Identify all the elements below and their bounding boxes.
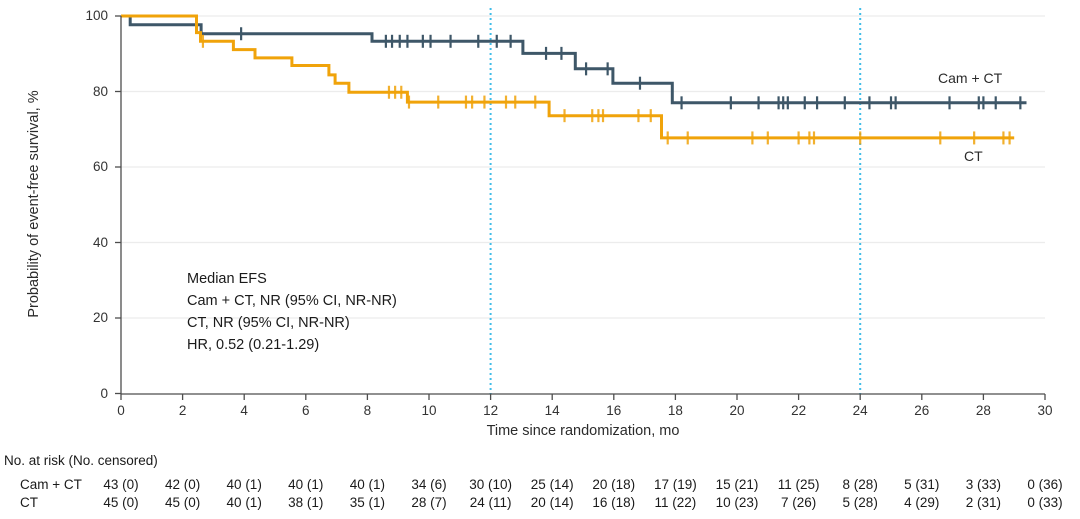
y-tick-label-0: 0: [100, 385, 108, 401]
risk-cell-ct-t22: 7 (26): [780, 495, 817, 510]
risk-cell-cam-ct-t28: 3 (33): [965, 477, 1002, 492]
x-tick-label-10: 10: [421, 403, 437, 418]
y-axis-title: Probability of event-free survival, %: [26, 90, 42, 318]
y-tick-label-100: 100: [85, 8, 108, 23]
risk-cell-ct-t30: 0 (33): [1027, 495, 1063, 510]
risk-cell-ct-t10: 28 (7): [411, 495, 447, 510]
risk-cell-cam-ct-t20: 15 (21): [715, 477, 759, 492]
series-line-cam-ct: [121, 14, 1027, 105]
x-tick-label-2: 2: [178, 403, 187, 418]
annotation-line-1: Median EFS: [187, 271, 267, 287]
y-tick-label-60: 60: [92, 159, 108, 174]
risk-cell-ct-t26: 4 (29): [904, 495, 940, 510]
annotation-line-2: Cam + CT, NR (95% CI, NR-NR): [187, 293, 397, 309]
x-tick-label-22: 22: [791, 403, 807, 418]
median-efs-annotation: Median EFS Cam + CT, NR (95% CI, NR-NR) …: [187, 268, 397, 356]
risk-cell-ct-t8: 35 (1): [349, 495, 386, 510]
x-tick-label-26: 26: [914, 403, 930, 418]
x-tick-label-20: 20: [729, 403, 745, 418]
risk-cell-cam-ct-t24: 8 (28): [842, 477, 878, 492]
x-tick-label-14: 14: [544, 403, 560, 418]
x-tick-label-0: 0: [117, 403, 125, 418]
risk-cell-ct-t20: 10 (23): [715, 495, 759, 510]
annotation-line-4: HR, 0.52 (0.21-1.29): [187, 337, 320, 353]
risk-table-header: No. at risk (No. censored): [4, 453, 158, 468]
risk-cell-ct-t12: 24 (11): [469, 495, 512, 510]
risk-cell-ct-t0: 45 (0): [103, 495, 139, 510]
y-tick-label-40: 40: [92, 234, 108, 250]
risk-cell-cam-ct-t18: 17 (19): [654, 477, 697, 492]
y-tick-label-80: 80: [92, 83, 108, 99]
risk-row-label-cam-ct: Cam + CT: [20, 477, 82, 492]
risk-cell-ct-t6: 38 (1): [288, 495, 324, 510]
risk-cell-ct-t2: 45 (0): [164, 495, 201, 510]
risk-cell-cam-ct-t10: 34 (6): [411, 477, 447, 492]
risk-cell-cam-ct-t2: 42 (0): [164, 477, 201, 492]
risk-cell-cam-ct-t4: 40 (1): [226, 477, 262, 492]
risk-cell-cam-ct-t0: 43 (0): [103, 477, 139, 492]
risk-cell-ct-t14: 20 (14): [530, 495, 574, 510]
x-tick-label-12: 12: [483, 403, 499, 418]
risk-cell-ct-t18: 11 (22): [654, 495, 697, 510]
x-tick-label-30: 30: [1037, 403, 1053, 418]
risk-cell-cam-ct-t16: 20 (18): [592, 477, 636, 492]
risk-cell-cam-ct-t14: 25 (14): [530, 477, 574, 492]
x-axis-title: Time since randomization, mo: [486, 423, 680, 439]
risk-cell-ct-t4: 40 (1): [226, 495, 262, 510]
x-tick-label-24: 24: [852, 403, 868, 418]
risk-row-label-ct: CT: [20, 495, 38, 510]
x-tick-label-8: 8: [363, 403, 372, 418]
risk-cell-cam-ct-t26: 5 (31): [904, 477, 940, 492]
y-tick-label-20: 20: [92, 310, 108, 325]
x-tick-label-16: 16: [606, 403, 622, 418]
x-tick-label-4: 4: [240, 403, 248, 418]
risk-cell-cam-ct-t12: 30 (10): [469, 477, 512, 492]
risk-cell-ct-t28: 2 (31): [965, 495, 1002, 510]
x-tick-label-18: 18: [667, 403, 683, 418]
series-label-ct: CT: [964, 148, 983, 164]
risk-cell-ct-t24: 5 (28): [842, 495, 878, 510]
x-tick-label-28: 28: [975, 403, 991, 418]
series-line-ct: [121, 14, 1015, 140]
risk-cell-cam-ct-t8: 40 (1): [349, 477, 386, 492]
risk-cell-cam-ct-t22: 11 (25): [777, 477, 820, 492]
series-label-cam-ct: Cam + CT: [938, 70, 1003, 86]
x-tick-label-6: 6: [302, 403, 310, 418]
risk-cell-cam-ct-t30: 0 (36): [1027, 477, 1063, 492]
risk-cell-cam-ct-t6: 40 (1): [288, 477, 324, 492]
annotation-line-3: CT, NR (95% CI, NR-NR): [187, 315, 350, 331]
risk-cell-ct-t16: 16 (18): [592, 495, 636, 510]
